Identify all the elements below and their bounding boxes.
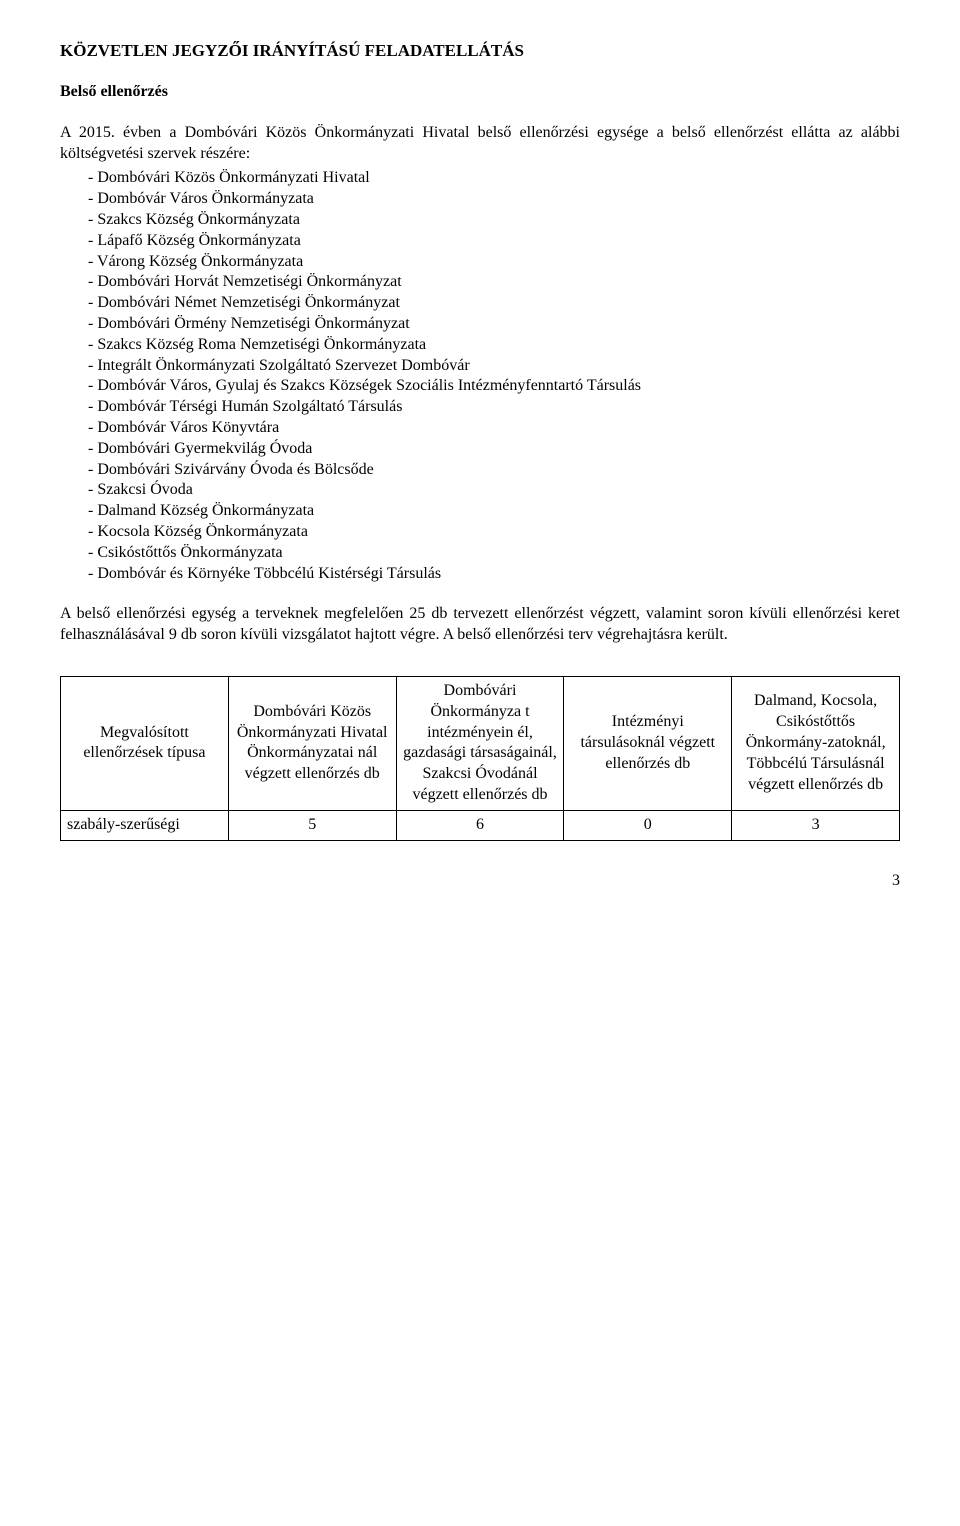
list-item: Dombóvári Közös Önkormányzati Hivatal — [60, 168, 900, 189]
table-header: Megvalósított ellenőrzések típusa — [61, 677, 229, 811]
table-header: Dalmand, Kocsola, Csikóstőttős Önkormány… — [732, 677, 900, 811]
list-item: Csikóstőttős Önkormányzata — [60, 543, 900, 564]
list-item: Dalmand Község Önkormányzata — [60, 501, 900, 522]
list-item: Dombóvári Gyermekvilág Óvoda — [60, 439, 900, 460]
list-item: Dombóvári Horvát Nemzetiségi Önkormányza… — [60, 272, 900, 293]
audit-table: Megvalósított ellenőrzések típusa Dombóv… — [60, 676, 900, 841]
table-cell: 0 — [564, 810, 732, 840]
table-header: Dombóvári Közös Önkormányzati Hivatal Ön… — [228, 677, 396, 811]
list-item: Szakcs Község Roma Nemzetiségi Önkormány… — [60, 335, 900, 356]
organization-list: Dombóvári Közös Önkormányzati Hivatal Do… — [60, 168, 900, 584]
page-title: KÖZVETLEN JEGYZŐI IRÁNYÍTÁSÚ FELADATELLÁ… — [60, 40, 900, 62]
list-item: Dombóvári Német Nemzetiségi Önkormányzat — [60, 293, 900, 314]
list-item: Dombóvár Város Önkormányzata — [60, 189, 900, 210]
table-cell: szabály-szerűségi — [61, 810, 229, 840]
list-item: Dombóvári Szivárvány Óvoda és Bölcsőde — [60, 460, 900, 481]
list-item: Dombóvár Város, Gyulaj és Szakcs Községe… — [60, 376, 900, 397]
list-item: Dombóvár és Környéke Többcélú Kistérségi… — [60, 564, 900, 585]
list-item: Dombóvár Város Könyvtára — [60, 418, 900, 439]
list-item: Kocsola Község Önkormányzata — [60, 522, 900, 543]
list-item: Lápafő Község Önkormányzata — [60, 231, 900, 252]
summary-paragraph: A belső ellenőrzési egység a terveknek m… — [60, 604, 900, 646]
table-cell: 3 — [732, 810, 900, 840]
table-cell: 5 — [228, 810, 396, 840]
page-number: 3 — [60, 871, 900, 892]
table-header-row: Megvalósított ellenőrzések típusa Dombóv… — [61, 677, 900, 811]
section-subtitle: Belső ellenőrzés — [60, 82, 900, 103]
intro-paragraph: A 2015. évben a Dombóvári Közös Önkormán… — [60, 123, 900, 165]
table-header: Intézményi társulásoknál végzett ellenőr… — [564, 677, 732, 811]
list-item: Dombóvár Térségi Humán Szolgáltató Társu… — [60, 397, 900, 418]
list-item: Várong Község Önkormányzata — [60, 252, 900, 273]
table-cell: 6 — [396, 810, 564, 840]
list-item: Szakcsi Óvoda — [60, 480, 900, 501]
list-item: Szakcs Község Önkormányzata — [60, 210, 900, 231]
list-item: Dombóvári Örmény Nemzetiségi Önkormányza… — [60, 314, 900, 335]
table-header: Dombóvári Önkormányza t intézményein él,… — [396, 677, 564, 811]
list-item: Integrált Önkormányzati Szolgáltató Szer… — [60, 356, 900, 377]
table-row: szabály-szerűségi 5 6 0 3 — [61, 810, 900, 840]
